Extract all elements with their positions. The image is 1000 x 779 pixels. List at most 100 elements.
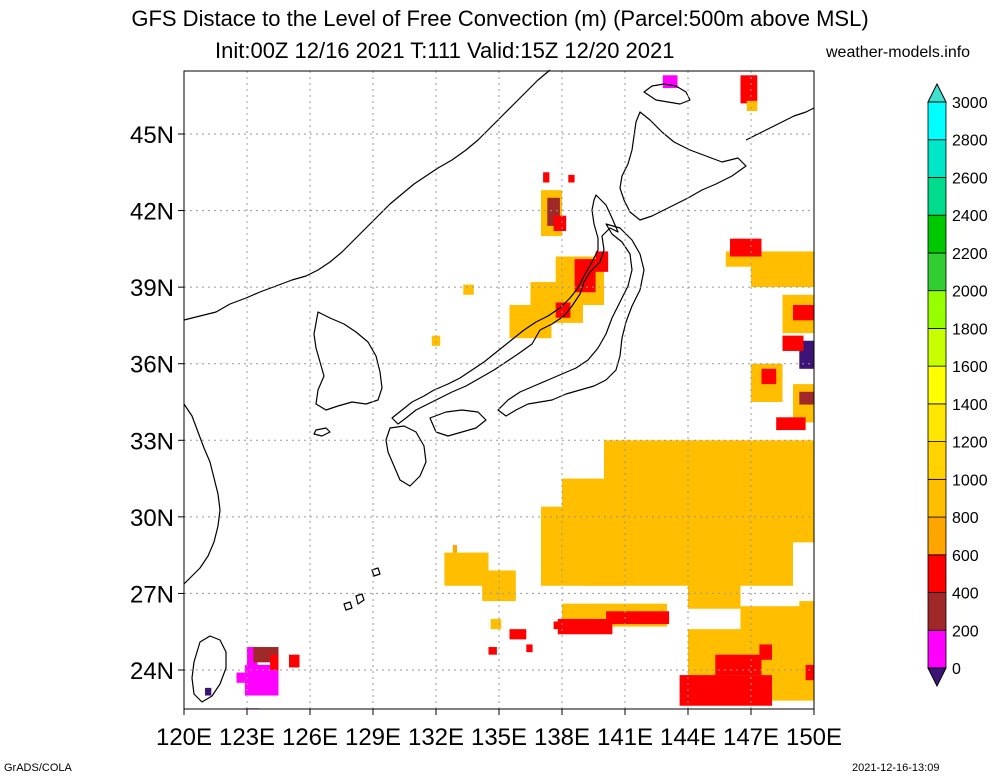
colorbar-swatch xyxy=(927,139,947,178)
lfc-patch xyxy=(740,75,758,104)
colorbar-low-arrow xyxy=(927,667,947,688)
coast-honshu xyxy=(391,194,619,425)
lfc-patch xyxy=(509,305,552,339)
colorbar-label: 400 xyxy=(952,586,979,603)
colorbar-swatch xyxy=(927,554,947,593)
lfc-patch xyxy=(595,251,609,272)
coast-ryukyu-3 xyxy=(371,567,381,577)
chart-subtitle: Init:00Z 12/16 2021 T:111 Valid:15Z 12/2… xyxy=(215,38,675,63)
lon-label: 138E xyxy=(534,724,590,751)
colorbar-swatch xyxy=(927,403,947,443)
colorbar-label: 1200 xyxy=(952,435,988,452)
lon-label: 147E xyxy=(723,724,779,751)
lat-label: 42N xyxy=(130,199,174,226)
lfc-patch xyxy=(509,629,527,640)
lfc-patch xyxy=(488,647,497,655)
coast-taiwan xyxy=(191,635,227,703)
colorbar: 0 200 400 600 800 1000 1200 1400 1600 1800 2000 220… xyxy=(927,82,988,688)
lfc-patch xyxy=(431,335,441,346)
coast-mainland-south xyxy=(183,403,221,585)
lfc-patch xyxy=(606,611,670,625)
lfc-patch xyxy=(236,672,245,683)
colorbar-label: 1400 xyxy=(952,397,988,414)
lfc-patch xyxy=(205,687,212,696)
lfc-patch xyxy=(553,215,567,231)
lat-label: 36N xyxy=(130,352,174,379)
lfc-patch xyxy=(730,238,762,257)
lfc-patch xyxy=(799,391,814,405)
lon-label: 144E xyxy=(660,724,716,751)
lfc-patch xyxy=(793,305,814,321)
chart-title: GFS Distace to the Level of Free Convect… xyxy=(131,6,869,31)
lon-label: 120E xyxy=(156,724,212,751)
lon-label: 141E xyxy=(597,724,653,751)
coast-ryukyu-2 xyxy=(343,601,353,611)
colorbar-high-arrow xyxy=(927,82,947,103)
colorbar-label: 3000 xyxy=(952,95,988,112)
lfc-patch xyxy=(679,675,772,706)
colorbar-label: 2200 xyxy=(952,246,988,263)
lon-label: 123E xyxy=(219,724,275,751)
colorbar-label: 600 xyxy=(952,548,979,565)
lon-label: 150E xyxy=(786,724,842,751)
lfc-patch xyxy=(490,618,502,630)
coast-kuril xyxy=(745,107,815,141)
lfc-patch xyxy=(782,335,804,351)
colorbar-swatch xyxy=(927,365,947,405)
lon-label: 129E xyxy=(345,724,401,751)
lfc-patch xyxy=(746,100,758,112)
coast-korea xyxy=(313,311,383,411)
lfc-patch xyxy=(799,601,814,640)
lfc-patch xyxy=(688,567,741,609)
colorbar-swatch xyxy=(927,629,947,669)
colorbar-label: 2400 xyxy=(952,208,988,225)
colorbar-swatch xyxy=(927,516,947,556)
lfc-patch xyxy=(541,506,625,586)
lfc-patch xyxy=(751,264,814,288)
lfc-patch xyxy=(247,647,258,670)
lfc-patch xyxy=(543,172,550,183)
lfc-patch xyxy=(526,644,533,653)
coast-jeju xyxy=(313,427,331,437)
colorbar-label: 800 xyxy=(952,510,979,527)
colorbar-swatch xyxy=(927,327,947,367)
colorbar-label: 0 xyxy=(952,661,961,678)
colorbar-label: 2600 xyxy=(952,170,988,187)
lfc-patch xyxy=(553,621,571,630)
lfc-field-shading xyxy=(205,75,814,709)
colorbar-label: 1000 xyxy=(952,472,988,489)
lon-label: 126E xyxy=(282,724,338,751)
lfc-patch xyxy=(805,664,814,681)
colorbar-label: 2000 xyxy=(952,284,988,301)
colorbar-swatch xyxy=(927,290,947,329)
lat-label: 24N xyxy=(130,658,174,685)
lfc-patch xyxy=(289,654,300,668)
lfc-patch xyxy=(568,174,575,183)
colorbar-label: 1800 xyxy=(952,321,988,338)
coast-shikoku xyxy=(429,409,487,437)
coast-mainland xyxy=(183,69,551,321)
lfc-patch xyxy=(715,654,762,676)
colorbar-swatch xyxy=(927,592,947,631)
lfc-patch xyxy=(270,654,279,670)
lon-label: 132E xyxy=(408,724,464,751)
coast-honshu-east xyxy=(497,223,645,417)
lfc-patch xyxy=(776,417,806,431)
colorbar-label: 1600 xyxy=(952,359,988,376)
lfc-patch xyxy=(463,284,474,295)
lat-label: 30N xyxy=(130,505,174,532)
lfc-patch xyxy=(555,302,571,318)
lat-label: 33N xyxy=(130,428,174,455)
footer-credit: GrADS/COLA xyxy=(4,762,72,774)
lfc-patch xyxy=(444,552,489,586)
lfc-patch xyxy=(761,368,777,385)
coast-hokkaido xyxy=(619,111,747,221)
graticule xyxy=(184,71,814,709)
lon-label: 135E xyxy=(471,724,527,751)
lon-axis-labels: 120E 123E 126E 129E 132E 135E 138E 141E 144E 147E… xyxy=(156,709,842,751)
coast-kyushu xyxy=(385,425,427,487)
colorbar-label: 200 xyxy=(952,623,979,640)
lat-label: 27N xyxy=(130,581,174,608)
lfc-patch xyxy=(452,544,457,553)
